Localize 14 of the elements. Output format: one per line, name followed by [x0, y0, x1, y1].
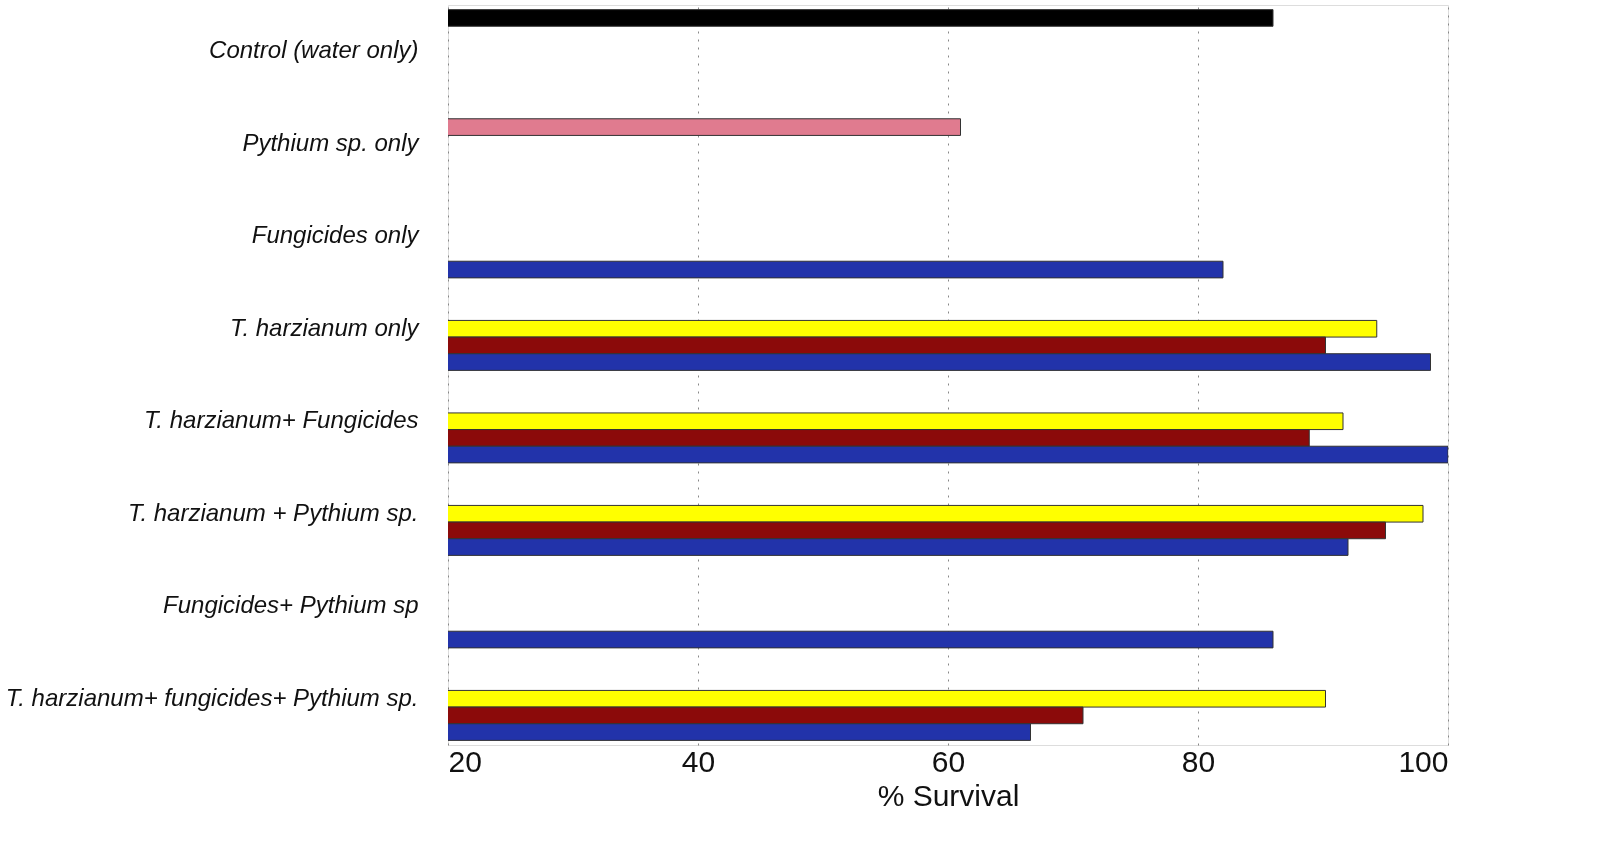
- y-tick-label: Fungicides only: [251, 221, 421, 249]
- y-tick-label: T. harzianum+ fungicides+ Pythium sp.: [5, 683, 419, 711]
- x-tick-label: 60: [931, 744, 966, 778]
- y-tick-label: T. harzianum+ Fungicides: [143, 406, 419, 434]
- x-tick-label: 20: [448, 744, 482, 778]
- y-tick-label: Control (water only): [209, 36, 419, 64]
- y-tick-label: T. harzianum + Pythium sp.: [127, 498, 419, 526]
- x-tick-label: 80: [1181, 744, 1216, 778]
- y-tick-label: Fungicides+ Pythium sp: [163, 591, 419, 619]
- x-tick-label: 40: [681, 744, 716, 778]
- y-tick-label: T. harzianum only: [229, 313, 421, 341]
- x-tick-label: 100: [1398, 744, 1449, 778]
- y-tick-label: Pythium sp. only: [242, 128, 421, 156]
- x-axis-title: % Survival: [877, 778, 1020, 812]
